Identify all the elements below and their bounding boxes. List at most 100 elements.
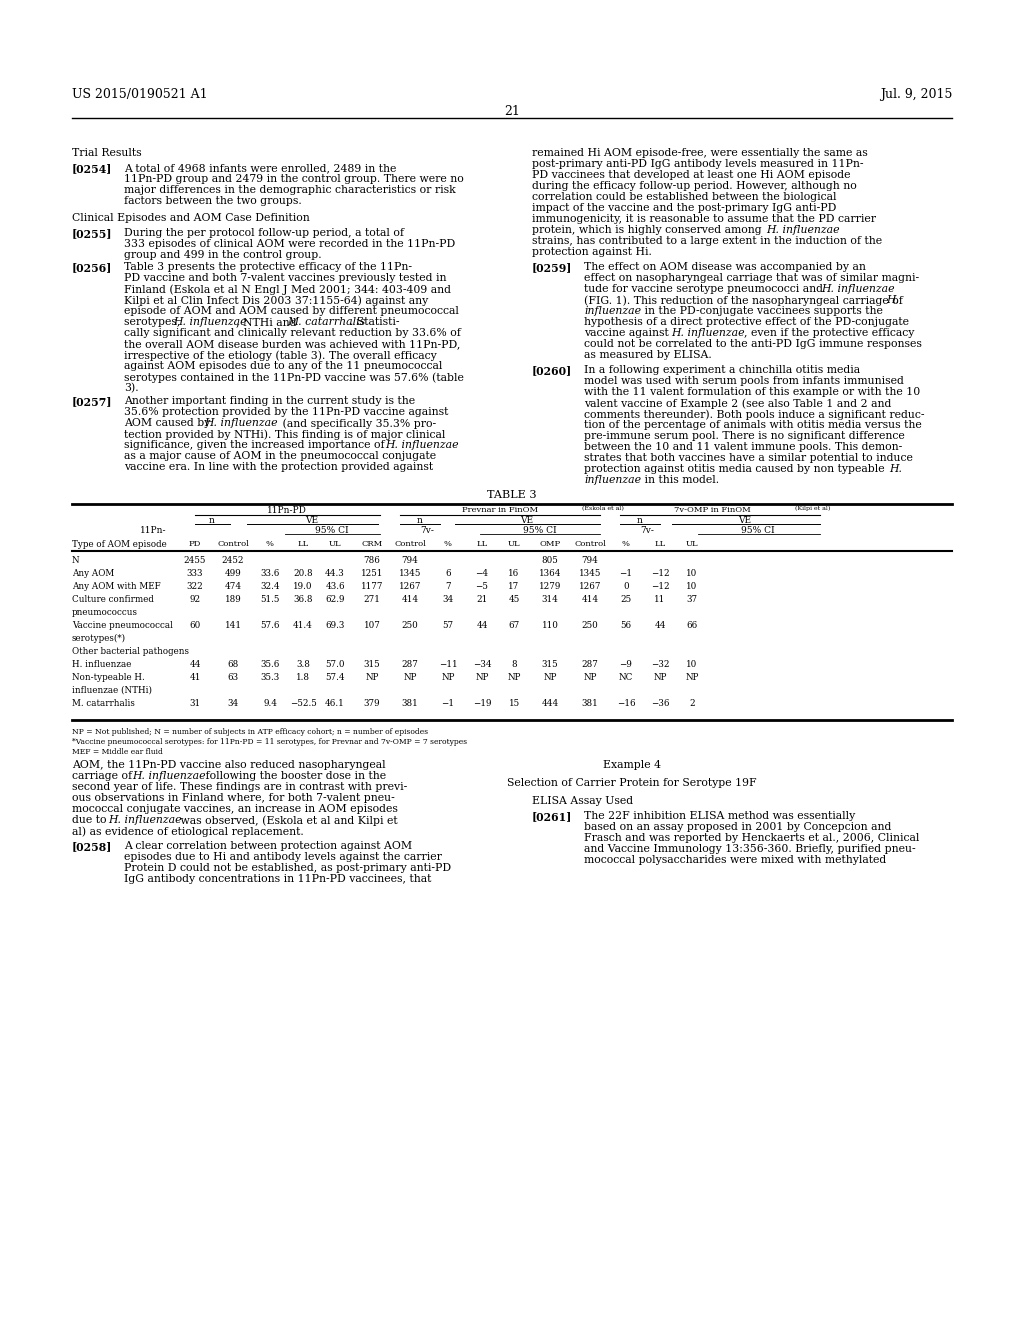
Text: factors between the two groups.: factors between the two groups.	[124, 195, 302, 206]
Text: 7v-: 7v-	[420, 525, 434, 535]
Text: 15: 15	[509, 700, 519, 708]
Text: PD: PD	[188, 540, 201, 548]
Text: during the efficacy follow-up period. However, although no: during the efficacy follow-up period. Ho…	[532, 181, 857, 191]
Text: UL: UL	[686, 540, 698, 548]
Text: 95% CI: 95% CI	[741, 525, 775, 535]
Text: 34: 34	[227, 700, 239, 708]
Text: Any AOM: Any AOM	[72, 569, 115, 578]
Text: 250: 250	[401, 620, 419, 630]
Text: 44: 44	[654, 620, 666, 630]
Text: M. catarrhalis: M. catarrhalis	[287, 317, 366, 327]
Text: irrespective of the etiology (table 3). The overall efficacy: irrespective of the etiology (table 3). …	[124, 350, 437, 360]
Text: Other bacterial pathogens: Other bacterial pathogens	[72, 647, 189, 656]
Text: NP: NP	[653, 673, 667, 682]
Text: 1.8: 1.8	[296, 673, 310, 682]
Text: 1279: 1279	[539, 582, 561, 591]
Text: and Vaccine Immunology 13:356-360. Briefly, purified pneu-: and Vaccine Immunology 13:356-360. Brief…	[584, 843, 915, 854]
Text: ELISA Assay Used: ELISA Assay Used	[532, 796, 633, 807]
Text: H. influenzae: H. influenzae	[132, 771, 206, 781]
Text: VE: VE	[305, 516, 318, 525]
Text: 32.4: 32.4	[260, 582, 280, 591]
Text: 41: 41	[189, 673, 201, 682]
Text: 315: 315	[542, 660, 558, 669]
Text: tude for vaccine serotype pneumococci and: tude for vaccine serotype pneumococci an…	[584, 284, 826, 294]
Text: 794: 794	[401, 556, 419, 565]
Text: 44: 44	[476, 620, 487, 630]
Text: 414: 414	[582, 595, 599, 605]
Text: n: n	[209, 516, 215, 525]
Text: (Kilpi et al): (Kilpi et al)	[795, 506, 830, 511]
Text: OMP: OMP	[540, 540, 560, 548]
Text: −36: −36	[650, 700, 670, 708]
Text: AOM caused by: AOM caused by	[124, 418, 214, 428]
Text: 786: 786	[364, 556, 381, 565]
Text: 35.3: 35.3	[260, 673, 280, 682]
Text: UL: UL	[508, 540, 520, 548]
Text: US 2015/0190521 A1: US 2015/0190521 A1	[72, 88, 208, 102]
Text: correlation could be established between the biological: correlation could be established between…	[532, 191, 837, 202]
Text: 37: 37	[686, 595, 697, 605]
Text: Selection of Carrier Protein for Serotype 19F: Selection of Carrier Protein for Serotyp…	[507, 777, 757, 788]
Text: (FIG. 1). This reduction of the nasopharyngeal carriage of: (FIG. 1). This reduction of the nasophar…	[584, 294, 906, 305]
Text: Control: Control	[394, 540, 426, 548]
Text: 10: 10	[686, 582, 697, 591]
Text: Frasch and was reported by Henckaerts et al., 2006, Clinical: Frasch and was reported by Henckaerts et…	[584, 833, 920, 843]
Text: H.: H.	[886, 294, 899, 305]
Text: −52.5: −52.5	[290, 700, 316, 708]
Text: −12: −12	[650, 569, 670, 578]
Text: [0259]: [0259]	[532, 261, 572, 273]
Text: 7: 7	[445, 582, 451, 591]
Text: A clear correlation between protection against AOM: A clear correlation between protection a…	[124, 841, 412, 851]
Text: protection against otitis media caused by non typeable: protection against otitis media caused b…	[584, 465, 888, 474]
Text: 333: 333	[186, 569, 203, 578]
Text: H. influenzae: H. influenzae	[671, 327, 744, 338]
Text: 16: 16	[508, 569, 519, 578]
Text: 10: 10	[686, 660, 697, 669]
Text: 250: 250	[582, 620, 598, 630]
Text: *Vaccine pneumococcal serotypes: for 11Pn-PD = 11 serotypes, for Prevnar and 7v-: *Vaccine pneumococcal serotypes: for 11P…	[72, 738, 467, 746]
Text: valent vaccine of Example 2 (see also Table 1 and 2 and: valent vaccine of Example 2 (see also Ta…	[584, 399, 891, 409]
Text: 474: 474	[224, 582, 242, 591]
Text: 2455: 2455	[184, 556, 206, 565]
Text: 381: 381	[401, 700, 419, 708]
Text: 11: 11	[654, 595, 666, 605]
Text: CRM: CRM	[361, 540, 383, 548]
Text: 60: 60	[189, 620, 201, 630]
Text: second year of life. These findings are in contrast with previ-: second year of life. These findings are …	[72, 781, 408, 792]
Text: 3).: 3).	[124, 383, 138, 393]
Text: 9.4: 9.4	[263, 700, 278, 708]
Text: H. influenzae: H. influenzae	[821, 284, 895, 294]
Text: LL: LL	[654, 540, 666, 548]
Text: vaccine era. In line with the protection provided against: vaccine era. In line with the protection…	[124, 462, 433, 473]
Text: 45: 45	[508, 595, 519, 605]
Text: During the per protocol follow-up period, a total of: During the per protocol follow-up period…	[124, 228, 404, 238]
Text: NP: NP	[441, 673, 455, 682]
Text: −1: −1	[620, 569, 633, 578]
Text: 21: 21	[476, 595, 487, 605]
Text: 1364: 1364	[539, 569, 561, 578]
Text: n: n	[417, 516, 423, 525]
Text: PD vaccinees that developed at least one Hi AOM episode: PD vaccinees that developed at least one…	[532, 170, 851, 180]
Text: [0257]: [0257]	[72, 396, 113, 407]
Text: Protein D could not be established, as post-primary anti-PD: Protein D could not be established, as p…	[124, 863, 452, 873]
Text: 31: 31	[189, 700, 201, 708]
Text: AOM, the 11Pn-PD vaccine also reduced nasopharyngeal: AOM, the 11Pn-PD vaccine also reduced na…	[72, 760, 386, 770]
Text: 57.6: 57.6	[260, 620, 280, 630]
Text: NP: NP	[475, 673, 488, 682]
Text: NP: NP	[403, 673, 417, 682]
Text: MEF = Middle ear fluid: MEF = Middle ear fluid	[72, 748, 163, 756]
Text: [0258]: [0258]	[72, 841, 113, 851]
Text: −5: −5	[475, 582, 488, 591]
Text: 7v-OMP in FinOM: 7v-OMP in FinOM	[674, 506, 751, 513]
Text: major differences in the demographic characteristics or risk: major differences in the demographic cha…	[124, 185, 456, 195]
Text: 805: 805	[542, 556, 558, 565]
Text: NP: NP	[544, 673, 557, 682]
Text: the overall AOM disease burden was achieved with 11Pn-PD,: the overall AOM disease burden was achie…	[124, 339, 461, 348]
Text: A total of 4968 infants were enrolled, 2489 in the: A total of 4968 infants were enrolled, 2…	[124, 162, 396, 173]
Text: Any AOM with MEF: Any AOM with MEF	[72, 582, 161, 591]
Text: . Statisti-: . Statisti-	[350, 317, 399, 327]
Text: 333 episodes of clinical AOM were recorded in the 11Pn-PD: 333 episodes of clinical AOM were record…	[124, 239, 456, 249]
Text: Jul. 9, 2015: Jul. 9, 2015	[880, 88, 952, 102]
Text: strains, has contributed to a large extent in the induction of the: strains, has contributed to a large exte…	[532, 236, 882, 246]
Text: M. catarrhalis: M. catarrhalis	[72, 700, 135, 708]
